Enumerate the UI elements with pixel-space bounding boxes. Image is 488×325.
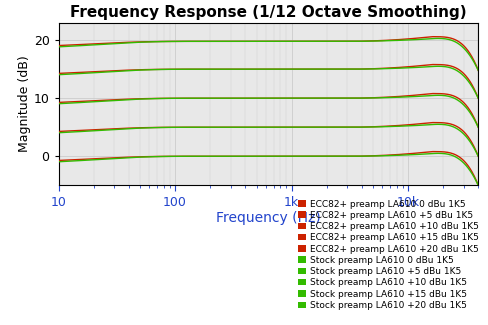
Title: Frequency Response (1/12 Octave Smoothing): Frequency Response (1/12 Octave Smoothin… bbox=[70, 5, 467, 20]
Y-axis label: Magnitude (dB): Magnitude (dB) bbox=[18, 56, 31, 152]
X-axis label: Frequency (Hz): Frequency (Hz) bbox=[216, 212, 321, 226]
Legend: ECC82+ preamp LA610 0 dBu 1K5, ECC82+ preamp LA610 +5 dBu 1K5, ECC82+ preamp LA6: ECC82+ preamp LA610 0 dBu 1K5, ECC82+ pr… bbox=[298, 200, 479, 310]
